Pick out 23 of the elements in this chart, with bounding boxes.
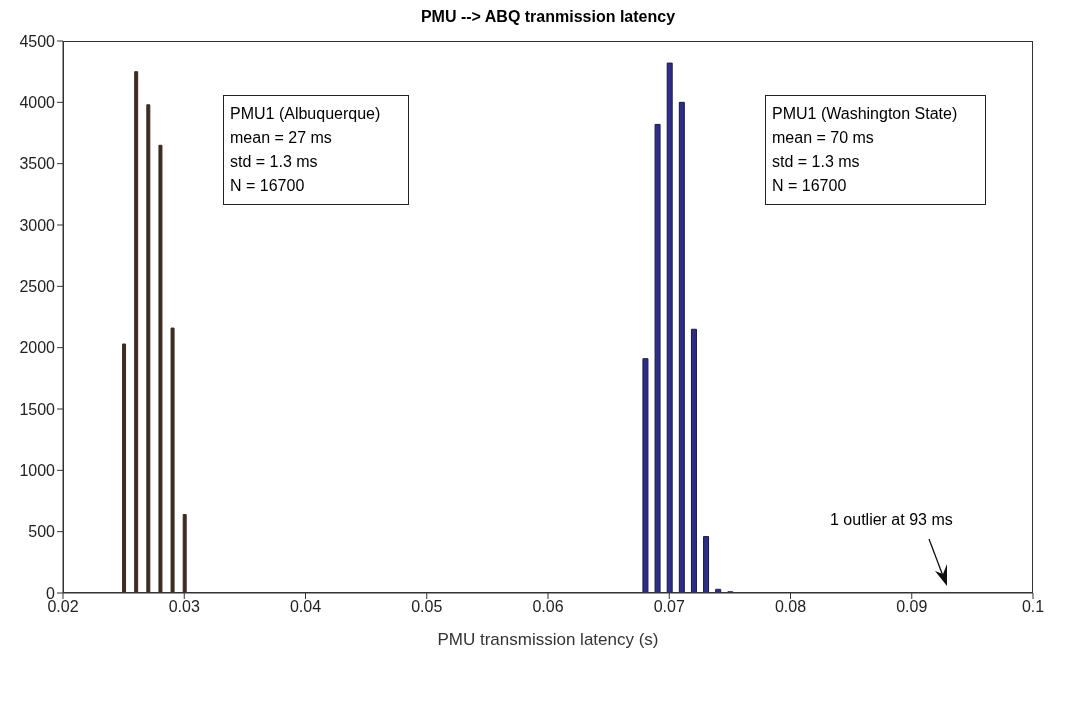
x-tick-label: 0.08 xyxy=(774,598,807,616)
x-tick-label: 0.04 xyxy=(289,598,322,616)
y-tick-label: 1500 xyxy=(19,400,56,418)
x-tick-label: 0.02 xyxy=(47,598,79,616)
x-tick-label: 0.1 xyxy=(1021,598,1045,616)
x-tick-label: 0.03 xyxy=(168,598,200,616)
annotation: PMU1 (Washington State) mean = 70 ms std = 1.3 ms N = 16700 xyxy=(765,95,987,205)
x-tick-label: 0.09 xyxy=(896,598,928,616)
annotation: 1 outlier at 93 ms xyxy=(830,511,953,529)
y-tick-label: 3000 xyxy=(19,216,56,234)
annotation: PMU1 (Albuquerque) mean = 27 ms std = 1.3 ms N = 16700 xyxy=(223,95,410,205)
x-axis-title: PMU transmission latency (s) xyxy=(437,630,659,649)
y-tick-label: 4000 xyxy=(19,94,56,112)
chart-title: PMU --> ABQ tranmission latency xyxy=(419,8,677,26)
y-tick-label: 2500 xyxy=(19,278,56,296)
y-tick-label: 2000 xyxy=(19,339,56,357)
x-tick-label: 0.06 xyxy=(532,598,564,616)
y-tick-label: 500 xyxy=(28,523,56,541)
x-tick-label: 0.07 xyxy=(653,598,685,616)
y-tick-label: 1000 xyxy=(19,462,56,480)
y-tick-label: 3500 xyxy=(19,155,56,173)
x-tick-label: 0.05 xyxy=(411,598,443,616)
y-tick-label: 4500 xyxy=(19,32,56,50)
